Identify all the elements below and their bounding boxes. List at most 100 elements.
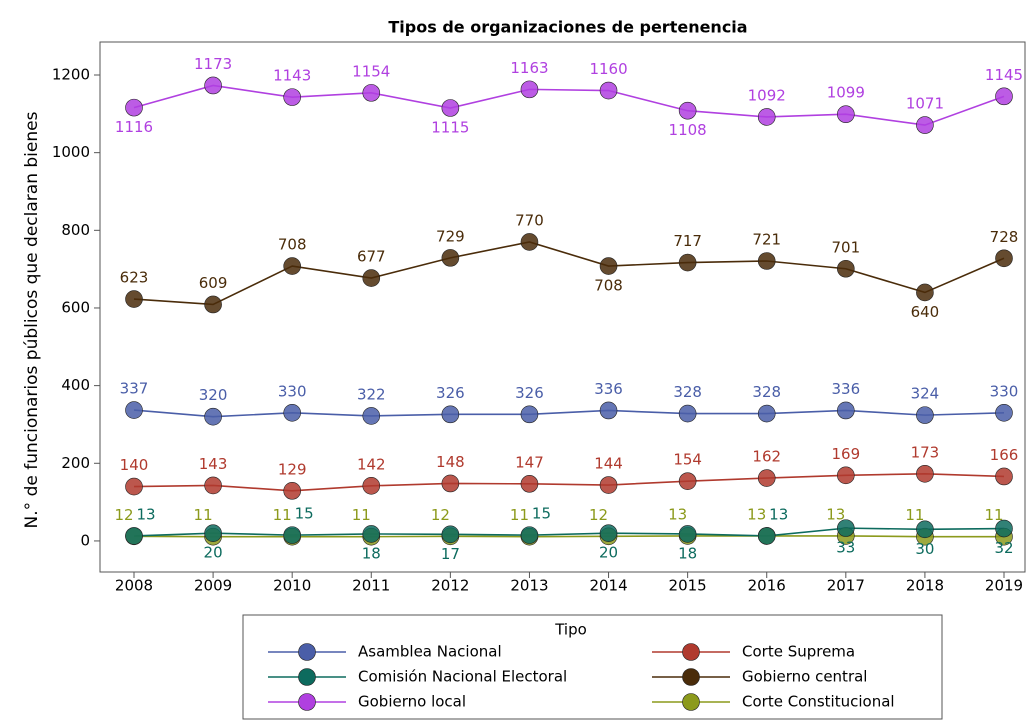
- data-label: 1115: [431, 119, 469, 137]
- data-label: 12: [114, 506, 133, 524]
- data-label: 148: [436, 453, 465, 471]
- data-label: 12: [431, 506, 450, 524]
- legend-box: [242, 614, 943, 720]
- data-label: 708: [278, 236, 307, 254]
- marker: [362, 407, 381, 425]
- legend-label: Comisión Nacional Electoral: [358, 668, 567, 686]
- data-label: 142: [357, 455, 386, 473]
- marker: [678, 253, 697, 272]
- marker: [678, 404, 697, 423]
- x-tick-label: 2015: [669, 577, 707, 595]
- data-label: 677: [357, 248, 386, 266]
- data-label: 11: [273, 506, 292, 524]
- data-label: 11: [352, 506, 371, 524]
- data-label: 11: [510, 506, 529, 524]
- data-label: 1143: [273, 67, 311, 85]
- data-label: 143: [199, 455, 228, 473]
- series-line: [133, 527, 1005, 537]
- x-tick-label: 2017: [827, 577, 865, 595]
- marker: [599, 476, 618, 494]
- data-label: 15: [532, 505, 551, 523]
- data-label: 328: [673, 383, 702, 401]
- marker: [204, 407, 222, 426]
- x-tick-label: 2019: [985, 577, 1023, 595]
- data-label: 337: [120, 380, 149, 398]
- data-label: 330: [278, 382, 307, 400]
- legend-label: Gobierno local: [358, 693, 466, 711]
- marker: [441, 474, 460, 493]
- y-tick-label: 200: [61, 454, 90, 472]
- marker: [362, 269, 381, 287]
- marker: [599, 257, 618, 275]
- data-label: 173: [911, 443, 940, 461]
- marker: [599, 81, 618, 100]
- marker: [837, 401, 855, 420]
- marker: [757, 527, 776, 545]
- marker: [837, 105, 855, 124]
- x-tick-label: 2016: [748, 577, 786, 595]
- data-label: 1108: [669, 121, 707, 139]
- marker: [204, 76, 222, 95]
- y-tick-label: 1200: [52, 66, 90, 84]
- marker: [283, 88, 301, 106]
- series-line: [133, 472, 1005, 492]
- data-label: 13: [826, 505, 845, 523]
- data-label: 13: [136, 505, 155, 523]
- marker: [757, 252, 776, 270]
- marker: [599, 524, 618, 542]
- marker: [441, 525, 460, 544]
- data-label: 1071: [906, 95, 944, 113]
- marker: [599, 401, 618, 420]
- marker: [757, 469, 776, 487]
- data-label: 640: [911, 303, 940, 321]
- marker: [125, 401, 143, 419]
- data-label: 162: [752, 448, 781, 466]
- data-label: 32: [994, 539, 1013, 557]
- data-label: 11: [905, 506, 924, 524]
- marker: [125, 290, 143, 308]
- marker: [837, 519, 855, 537]
- legend-label: Gobierno central: [742, 668, 867, 686]
- data-label: 1173: [194, 55, 232, 73]
- data-label: 169: [831, 445, 860, 463]
- marker: [283, 257, 301, 275]
- data-label: 11: [194, 506, 213, 524]
- x-tick-label: 2012: [431, 577, 469, 595]
- marker: [441, 405, 460, 424]
- data-label: 336: [831, 380, 860, 398]
- marker: [916, 406, 934, 424]
- marker: [283, 404, 301, 422]
- series-line: [133, 84, 1005, 126]
- marker: [916, 116, 934, 134]
- legend-marker: [682, 668, 700, 686]
- data-label: 13: [769, 505, 788, 523]
- marker: [441, 249, 460, 267]
- data-label: 18: [678, 544, 697, 562]
- legend-marker: [298, 668, 316, 686]
- x-tick-label: 2008: [115, 577, 153, 595]
- y-axis-label: N.° de funcionarios públicos que declara…: [22, 111, 42, 528]
- marker: [283, 482, 301, 500]
- marker: [125, 98, 143, 117]
- data-label: 623: [120, 269, 149, 287]
- marker: [204, 476, 222, 495]
- marker: [520, 475, 539, 493]
- legend-label: Corte Constitucional: [742, 693, 895, 711]
- data-label: 326: [436, 384, 465, 402]
- data-label: 322: [357, 385, 386, 403]
- marker: [125, 527, 143, 545]
- marker: [678, 525, 697, 543]
- series-line: [133, 535, 1004, 538]
- marker: [995, 87, 1013, 106]
- data-label: 330: [990, 382, 1019, 400]
- marker: [520, 526, 539, 544]
- x-tick-label: 2014: [589, 577, 627, 595]
- data-label: 129: [278, 460, 307, 478]
- data-label: 717: [673, 232, 702, 250]
- marker: [362, 477, 381, 495]
- legend-marker: [682, 693, 700, 711]
- marker: [441, 99, 460, 117]
- data-label: 1092: [748, 86, 786, 104]
- marker: [204, 524, 222, 542]
- marker: [678, 472, 697, 490]
